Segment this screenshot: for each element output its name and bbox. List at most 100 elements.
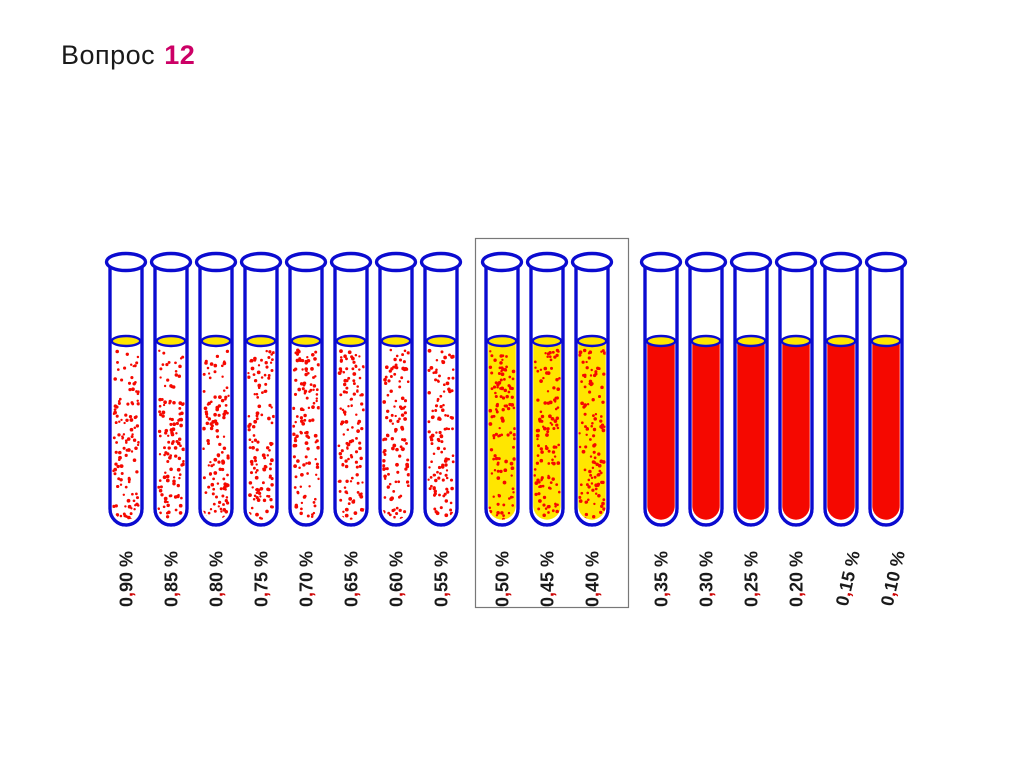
red-cell-dot [115,513,120,517]
red-cell-dot [428,466,431,469]
red-cell-dot [299,511,303,516]
red-cell-dot [159,511,162,515]
red-cell-dot [428,487,432,491]
red-cell-dot [345,386,349,390]
red-cell-dot [341,408,345,412]
red-cell-dot [345,357,348,361]
red-cell-dot [588,469,592,474]
red-cell-dot [590,424,593,428]
red-cell-dot [125,515,128,518]
red-cell-dot [505,394,509,399]
red-cell-dot [300,507,303,511]
red-cell-dot [494,391,497,395]
red-cell-dot [177,456,182,461]
tube-liquid [202,341,230,520]
red-cell-dot [294,475,298,479]
red-cell-dot [209,426,214,431]
red-cell-dot [292,455,296,459]
red-cell-dot [383,437,386,441]
red-cell-dot [303,418,307,422]
red-cell-dot [251,445,255,450]
red-cell-dot [215,354,220,359]
red-cell-dot [213,457,218,462]
red-cell-dot [551,350,555,354]
red-cell-dot [261,391,264,394]
red-cell-dot [312,384,317,388]
tube-wall-stroke [778,263,814,527]
red-cell-dot [582,348,587,353]
red-cell-dot [545,371,549,375]
red-cell-dot [166,504,170,507]
red-cell-dot [592,434,596,438]
red-cell-dot [169,384,173,388]
red-cell-dot [265,365,269,369]
red-cell-dot [117,399,121,403]
red-cell-dot [585,360,588,364]
red-cell-dot [222,477,226,481]
red-cell-dot [349,517,353,520]
red-cell-dot [178,473,182,476]
tube-label: 0,70 % [297,551,317,607]
red-cell-dot [403,349,407,353]
red-cell-dot [130,376,134,380]
red-cell-dot [129,363,133,366]
red-cell-dot [114,504,118,508]
red-cell-dot [337,444,341,448]
red-cell-dot [585,366,589,370]
red-cell-dot [312,376,315,379]
red-cell-dot [398,454,402,458]
red-cell-dot [393,405,396,408]
red-cell-dot [390,367,394,371]
red-cell-dot [247,375,251,379]
tube-rim [729,251,773,273]
red-cell-dot [157,507,160,511]
red-cell-dot [393,508,396,512]
red-cell-dot [437,439,441,443]
red-cell-dot [504,459,508,464]
tube-wall-stroke [243,263,279,527]
red-cell-dot [439,434,443,438]
red-cell-dot [450,486,454,491]
red-cell-dot [344,507,349,512]
tube-wall-stroke [288,263,324,527]
red-cell-dot [591,488,595,492]
red-cell-dot [438,430,442,435]
red-cell-dot [167,440,171,444]
red-cell-dot [500,433,504,437]
red-cell-dot [578,495,582,499]
red-cell-dot [432,371,435,375]
red-cell-dot [124,505,127,508]
red-cell-dot [360,492,363,496]
red-cell-dot [398,385,402,389]
red-cell-dot [546,427,550,431]
red-cell-dot [270,353,274,356]
red-cell-dot [549,487,552,490]
red-cell-dot [137,441,140,444]
red-cell-dot [315,473,318,476]
red-cell-dot [389,389,393,393]
red-cell-dot [542,513,546,518]
red-cell-dot [429,476,433,479]
red-cell-dot [178,511,183,515]
red-cell-dot [534,366,537,369]
red-cell-dot [292,424,296,428]
red-cell-dot [123,421,126,425]
red-cell-dot [603,425,606,429]
red-cell-dot [395,447,399,452]
red-cell-dot [252,373,256,376]
red-cell-dot [362,366,365,369]
red-cell-dot [488,506,492,510]
red-cell-dot [257,404,262,409]
red-cell-dot [255,414,259,418]
red-cell-dot [433,489,438,494]
red-cell-dot [557,443,561,447]
red-cell-dot [581,449,586,454]
tube-label: 0,35 % [652,551,672,607]
red-cell-dot [352,382,356,386]
red-cell-dot [158,479,162,482]
liquid-surface [425,334,457,348]
red-cell-dot [205,415,209,418]
red-cell-dot [432,486,436,491]
red-cell-dot [555,509,559,514]
red-cell-dot [594,372,598,376]
